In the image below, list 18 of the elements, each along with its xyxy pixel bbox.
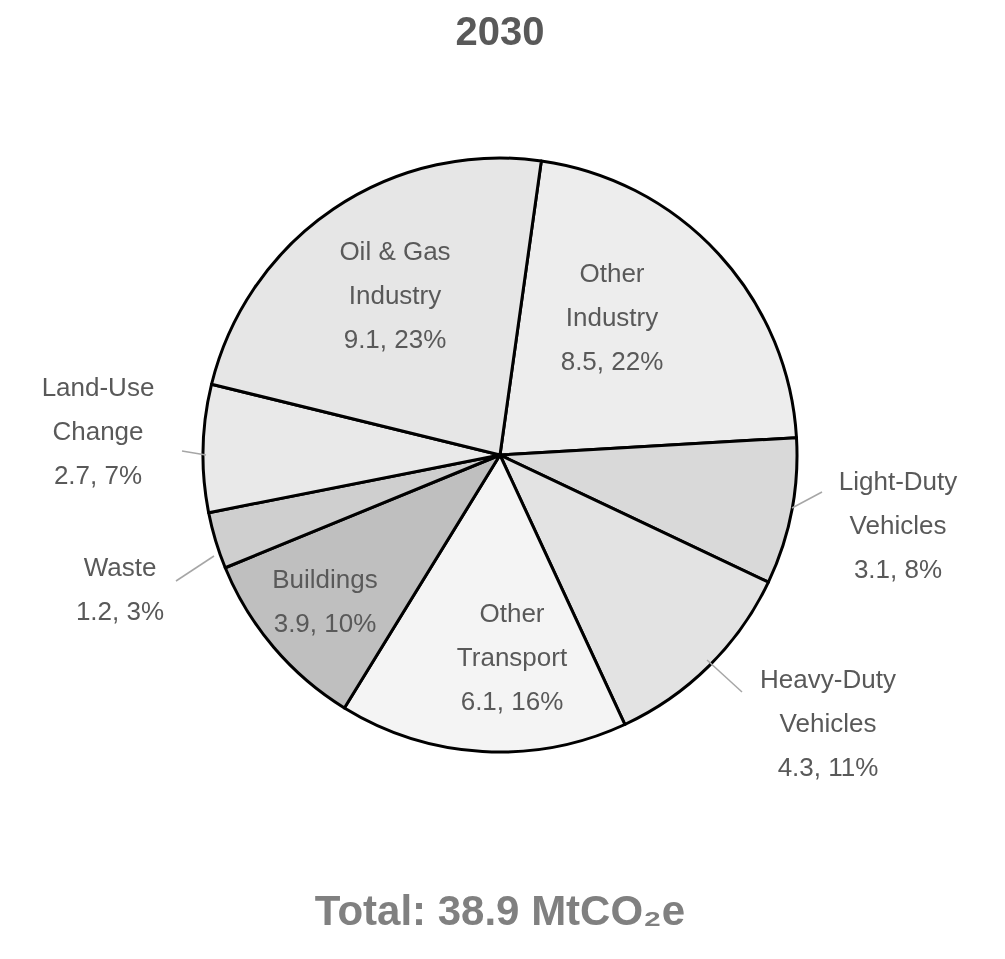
data-label: 6.1, 16% — [460, 686, 564, 716]
slice-label: Waste — [83, 552, 157, 582]
slice-label: Other Industry — [565, 258, 659, 332]
slice-label: Oil & Gas Industry — [339, 236, 451, 310]
slice-label: Other Transport — [456, 598, 568, 672]
slice-label: Heavy-Duty Vehicles — [760, 664, 896, 738]
data-label: 3.9, 10% — [273, 608, 377, 638]
text: Total: 38.9 MtCO₂e — [314, 887, 686, 934]
slice-label: Buildings — [272, 564, 378, 594]
data-label: 4.3, 11% — [777, 752, 879, 782]
slice-label: Light-Duty Vehicles — [838, 466, 958, 540]
slice-label: Land-Use Change — [41, 372, 155, 446]
chart-title: 2030 — [455, 9, 545, 53]
data-label: 2.7, 7% — [53, 460, 143, 490]
data-label: 3.1, 8% — [853, 554, 943, 584]
data-label: 8.5, 22% — [560, 346, 664, 376]
data-label: 9.1, 23% — [343, 324, 447, 354]
data-label: 1.2, 3% — [75, 596, 165, 626]
